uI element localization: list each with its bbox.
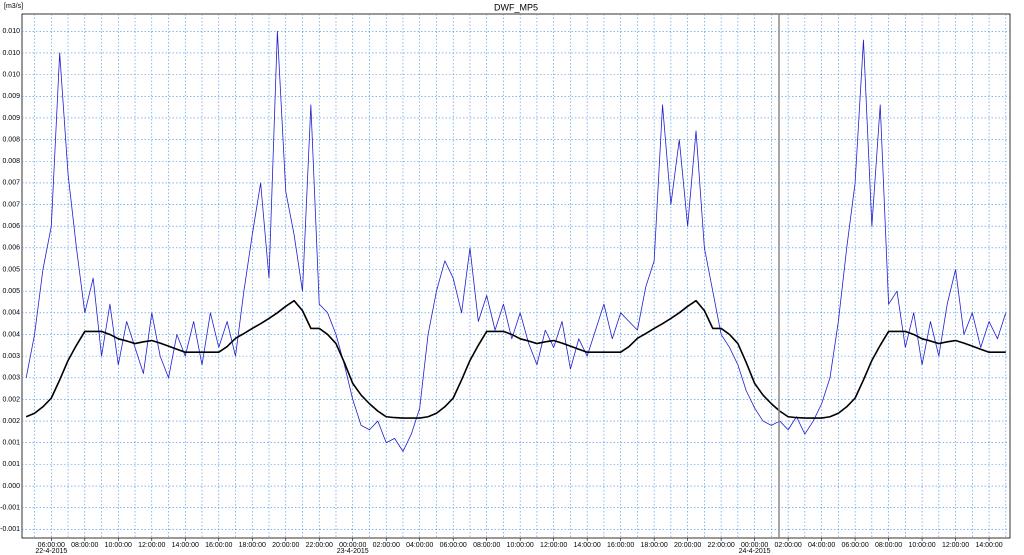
y-tick-label: -0.001 [0, 526, 20, 533]
plot-area [21, 13, 1011, 539]
x-tick-label: 10:00:00 [908, 542, 935, 549]
y-tick-label: 0.005 [2, 288, 20, 295]
date-label: 22-4-2015 [35, 548, 67, 555]
x-tick-label: 10:00:00 [507, 542, 534, 549]
x-tick-label: 14:00:00 [574, 542, 601, 549]
x-tick-label: 18:00:00 [641, 542, 668, 549]
x-tick-label: 12:00:00 [138, 542, 165, 549]
x-tick-label: 10:00:00 [105, 542, 132, 549]
x-tick-label: 06:00:00 [841, 542, 868, 549]
x-tick-label: 14:00:00 [975, 542, 1002, 549]
y-tick-label: 0.004 [2, 310, 20, 317]
marks [25, 30, 1007, 452]
x-tick-label: 02:00:00 [373, 542, 400, 549]
y-tick-label: 0.005 [2, 266, 20, 273]
grid [22, 14, 1010, 538]
series-line [25, 299, 1006, 419]
y-tick-label: 0.010 [2, 71, 20, 78]
y-tick-label: 0.002 [2, 396, 20, 403]
y-tick-label: 0.004 [2, 331, 20, 338]
y-tick-label: 0.003 [2, 375, 20, 382]
x-tick-label: 04:00:00 [808, 542, 835, 549]
x-tick-label: 18:00:00 [239, 542, 266, 549]
x-tick-label: 08:00:00 [71, 542, 98, 549]
y-tick-label: 0.001 [2, 440, 20, 447]
x-tick-label: 00:00:00 [339, 542, 366, 549]
x-tick-label: 06:00:00 [38, 542, 65, 549]
y-tick-label: 0.010 [2, 50, 20, 57]
x-tick-label: 08:00:00 [875, 542, 902, 549]
y-tick-label: 0.006 [2, 223, 20, 230]
y-tick-label: 0.007 [2, 201, 20, 208]
y-tick-label: 0.000 [2, 483, 20, 490]
date-label: 23-4-2015 [337, 548, 369, 555]
x-tick-label: 04:00:00 [406, 542, 433, 549]
y-tick-label: 0.008 [2, 136, 20, 143]
x-tick-label: 00:00:00 [741, 542, 768, 549]
x-tick-label: 22:00:00 [708, 542, 735, 549]
y-tick-label: 0.010 [2, 28, 20, 35]
x-tick-label: 22:00:00 [306, 542, 333, 549]
x-tick-label: 06:00:00 [440, 542, 467, 549]
y-tick-label: 0.006 [2, 245, 20, 252]
y-tick-label: 0.007 [2, 180, 20, 187]
series-line [25, 30, 1007, 452]
x-tick-label: 02:00:00 [774, 542, 801, 549]
date-label: 24-4-2015 [739, 548, 771, 555]
y-axis-label: [m3/s] [4, 3, 23, 10]
y-tick-label: 0.003 [2, 353, 20, 360]
chart-title: DWF_MP5 [494, 2, 538, 12]
x-tick-label: 16:00:00 [205, 542, 232, 549]
x-tick-label: 20:00:00 [674, 542, 701, 549]
x-tick-label: 08:00:00 [473, 542, 500, 549]
y-tick-label: 0.008 [2, 158, 20, 165]
y-tick-label: 0.009 [2, 115, 20, 122]
y-tick-label: 0.001 [2, 461, 20, 468]
x-tick-label: 16:00:00 [607, 542, 634, 549]
y-tick-label: -0.001 [0, 505, 20, 512]
x-tick-label: 14:00:00 [172, 542, 199, 549]
x-tick-label: 12:00:00 [540, 542, 567, 549]
x-tick-label: 12:00:00 [942, 542, 969, 549]
y-tick-label: 0.002 [2, 418, 20, 425]
x-tick-label: 20:00:00 [272, 542, 299, 549]
y-tick-label: 0.009 [2, 93, 20, 100]
